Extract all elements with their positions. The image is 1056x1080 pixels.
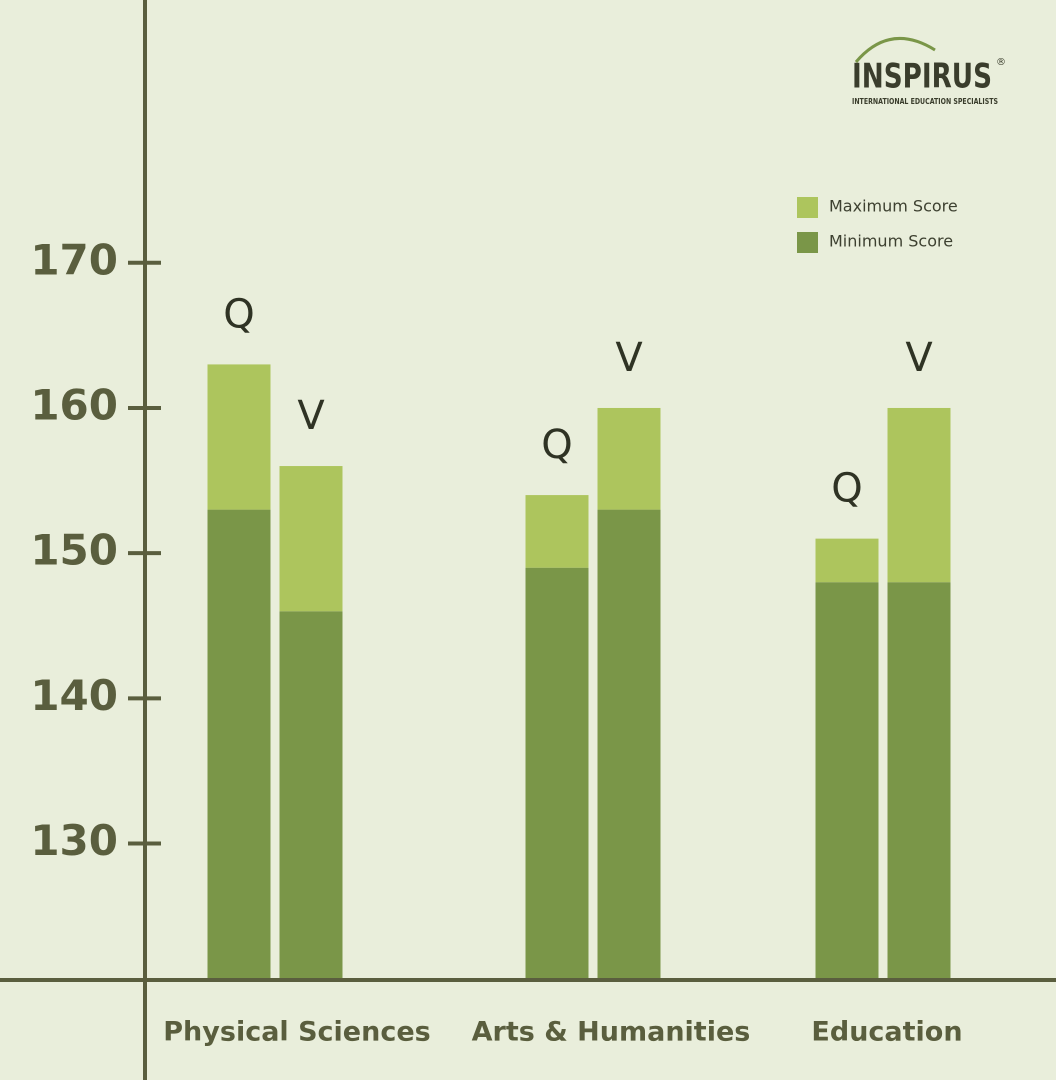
y-tick-label: 170 (30, 235, 118, 284)
bar-maximum (207, 364, 271, 510)
bar-minimum (279, 611, 343, 980)
x-tick-label: Physical Sciences (163, 1017, 430, 1048)
bar-label: V (297, 393, 325, 439)
legend-label: Maximum Score (829, 197, 958, 216)
bar-minimum (207, 509, 271, 980)
legend-swatch (797, 197, 818, 218)
bar-label: V (905, 335, 933, 381)
x-tick-label: Arts & Humanities (472, 1017, 751, 1048)
bar-label: Q (541, 422, 572, 468)
bar-minimum (597, 509, 661, 980)
bar-maximum (815, 538, 879, 583)
logo-name: INSPIRUS (852, 57, 992, 97)
y-tick-label: 130 (30, 816, 118, 865)
bar-maximum (525, 495, 589, 568)
legend-label: Minimum Score (829, 232, 953, 251)
bar-label: V (615, 335, 643, 381)
x-tick-label: Education (811, 1017, 962, 1048)
bar-maximum (887, 407, 951, 583)
y-tick-label: 140 (30, 671, 118, 720)
bar-maximum (279, 466, 343, 612)
bar-minimum (887, 582, 951, 980)
bar-minimum (815, 582, 879, 980)
logo: INSPIRUS ® INTERNATIONAL EDUCATION SPECI… (852, 36, 1006, 106)
logo-tagline: INTERNATIONAL EDUCATION SPECIALISTS (852, 97, 998, 106)
bar-label: Q (831, 466, 862, 512)
y-tick-label: 160 (30, 380, 118, 429)
legend-swatch (797, 232, 818, 253)
bar-label: Q (223, 291, 254, 337)
logo-arc (854, 36, 936, 63)
bar-minimum (525, 567, 589, 980)
bar-maximum (597, 407, 661, 510)
logo-mark: ® (996, 57, 1006, 68)
y-tick-label: 150 (30, 526, 118, 575)
